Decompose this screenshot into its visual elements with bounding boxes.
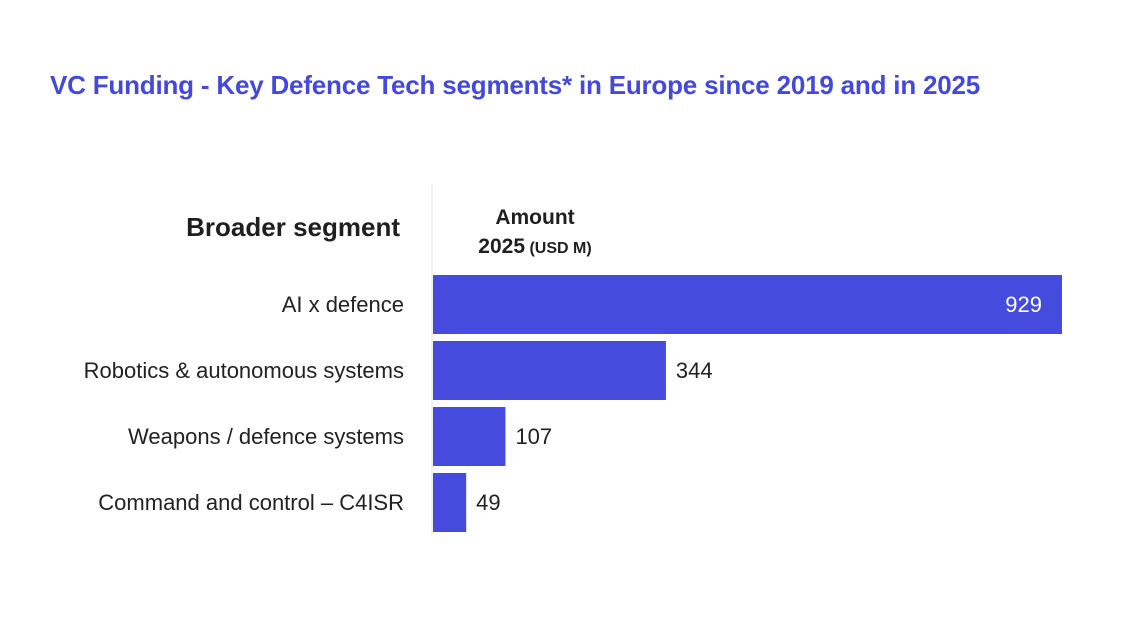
value-header-unit: (USD M) [529,240,592,257]
value-column-header: Amount 2025 (USD M) [455,203,615,263]
category-label: Robotics & autonomous systems [84,358,404,383]
category-label: Weapons / defence systems [128,424,404,449]
bar-2 [433,407,506,466]
value-label: 107 [515,424,552,449]
bar-3 [433,473,467,532]
value-label: 344 [676,358,713,383]
value-label: 929 [1005,292,1042,317]
value-label: 49 [476,490,500,515]
value-header-line1: Amount [495,206,575,229]
category-label: Command and control – C4ISR [98,490,404,515]
bar-0 [433,275,1062,334]
category-label: AI x defence [282,292,404,317]
chart-title: VC Funding - Key Defence Tech segments* … [50,70,981,100]
value-header-year: 2025 [478,235,526,258]
category-column-header: Broader segment [186,212,400,242]
axis-divider [431,184,433,535]
bar-1 [433,341,666,400]
